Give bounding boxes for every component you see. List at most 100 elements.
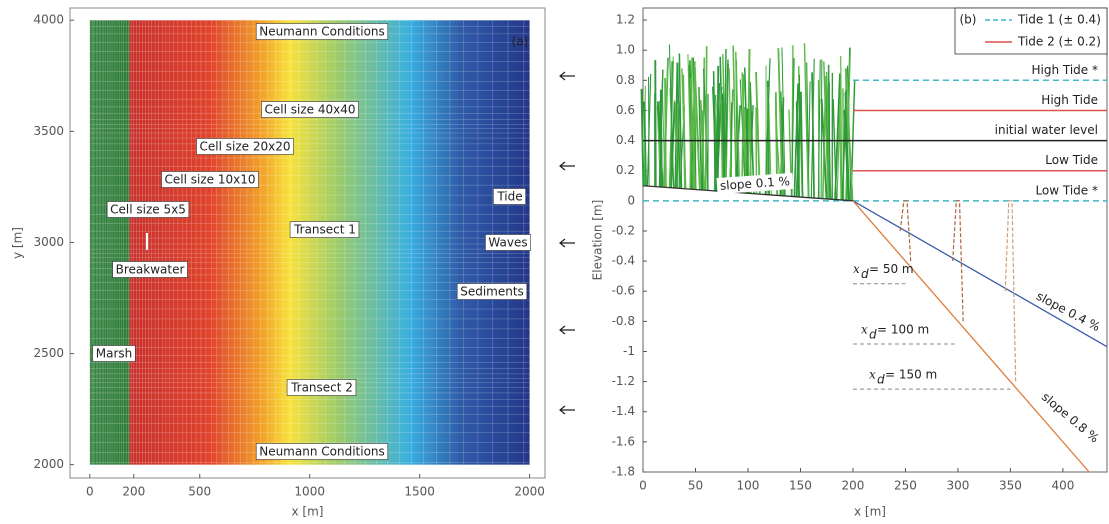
vegetation <box>698 87 703 190</box>
vegetation <box>843 110 850 201</box>
vegetation <box>764 58 771 195</box>
plot-frame <box>642 7 1108 473</box>
vegetation <box>648 76 650 187</box>
vegetation <box>838 104 842 200</box>
annotation-box <box>456 283 528 300</box>
distance-sub: d <box>861 267 869 281</box>
x-tick-label: 1500 <box>404 485 435 499</box>
annotation: Tide <box>496 190 522 204</box>
y-tick-label: -1.8 <box>612 465 635 479</box>
y-tick-label: -0.2 <box>612 223 635 237</box>
legend-label: Tide 2 (± 0.2) <box>1017 35 1101 49</box>
annotation: Neumann Conditions <box>259 25 385 39</box>
breakwater <box>952 200 964 322</box>
x-tick-label: 150 <box>789 479 812 493</box>
vegetation <box>689 57 694 190</box>
level-label: High Tide <box>1041 93 1098 107</box>
level-label: Low Tide * <box>1035 183 1098 197</box>
y-tick-label: 0.6 <box>616 103 635 117</box>
breakwater <box>899 200 912 262</box>
x-tick-label: 100 <box>737 479 760 493</box>
vegetation <box>743 67 750 194</box>
panel-a: 0 200 500 1000 1500 2000 2000 2500 3000 3500 4000 x… <box>11 7 546 519</box>
level-label: High Tide * <box>1031 63 1098 77</box>
annotation: Marsh <box>96 347 133 361</box>
distance-label: = 150 m <box>885 368 937 382</box>
x-tick-label: 200 <box>122 485 145 499</box>
vegetation <box>717 83 721 192</box>
y-tick-label: 3000 <box>33 235 64 249</box>
annotation: Breakwater <box>116 263 185 277</box>
y-tick-label: 1.0 <box>616 43 635 57</box>
annotation-box <box>161 171 259 188</box>
breakwater <box>1004 200 1017 382</box>
legend-label: Tide 1 (± 0.4) <box>1017 13 1101 27</box>
y-tick-label: 2500 <box>33 346 64 360</box>
distance-sub: d <box>877 373 885 387</box>
marsh-field <box>89 20 130 465</box>
vegetation <box>832 99 838 200</box>
vegetation <box>668 44 675 188</box>
vegetation <box>662 57 669 188</box>
y-tick-label: -0.4 <box>612 254 635 268</box>
x-tick-label: 400 <box>1051 479 1074 493</box>
bed-profile <box>852 200 1090 473</box>
x-tick-label: 200 <box>842 479 865 493</box>
y-tick-label: 0.8 <box>616 73 635 87</box>
y-tick-label: -1.4 <box>612 404 635 418</box>
y-tick-label: 4000 <box>33 13 64 27</box>
x-tick-label: 500 <box>188 485 211 499</box>
vegetation <box>755 71 761 195</box>
vegetation <box>735 51 741 193</box>
vegetation <box>810 58 815 198</box>
vegetation <box>693 70 701 190</box>
x-tick-label: 250 <box>894 479 917 493</box>
annotation: Cell size 10x10 <box>165 173 256 187</box>
annotation: Neumann Conditions <box>259 445 385 459</box>
vegetation <box>827 64 831 200</box>
legend-box <box>954 7 1108 55</box>
annotation-box <box>255 443 389 460</box>
vegetation <box>741 74 745 193</box>
vegetation <box>823 61 830 200</box>
vegetation <box>732 45 738 193</box>
vegetation <box>670 102 676 188</box>
level-label: Low Tide <box>1045 153 1098 167</box>
vegetation <box>749 81 755 194</box>
vegetation <box>728 68 733 193</box>
annotation: Transect 1 <box>293 223 356 237</box>
x-tick-label: 0 <box>639 479 647 493</box>
vegetation <box>658 69 664 187</box>
slope-label-box <box>716 172 794 195</box>
x-tick-label: 50 <box>688 479 703 493</box>
distance-label: = 100 m <box>877 322 929 336</box>
vegetation <box>699 99 706 191</box>
vegetation <box>704 46 708 191</box>
annotation-box <box>196 138 294 155</box>
annotation-box <box>112 261 188 278</box>
vegetation <box>795 91 802 197</box>
annotation-box <box>289 221 360 238</box>
y-tick-label: -1 <box>623 344 635 358</box>
y-axis-label: y [m] <box>11 227 25 259</box>
distance-sub: d <box>869 327 877 341</box>
y-tick-label: -0.6 <box>612 284 635 298</box>
y-axis-label: Elevation [m] <box>591 200 605 281</box>
vegetation <box>836 79 842 200</box>
vegetation <box>800 96 804 198</box>
y-tick-label: 1.2 <box>616 13 635 27</box>
mesh-field <box>129 20 530 465</box>
y-tick-label: -1.6 <box>612 434 635 448</box>
y-tick-label: 2000 <box>33 457 64 471</box>
annotation-box <box>485 234 531 251</box>
distance-symbol: x <box>853 262 860 276</box>
vegetation <box>781 47 786 196</box>
annotation: Cell size 5x5 <box>110 203 186 217</box>
bed-profile <box>852 200 1108 348</box>
vegetation <box>681 68 687 189</box>
annotation-box <box>92 345 136 362</box>
x-tick-label: 2000 <box>514 485 545 499</box>
vegetation <box>822 76 827 199</box>
vegetation <box>820 59 823 199</box>
